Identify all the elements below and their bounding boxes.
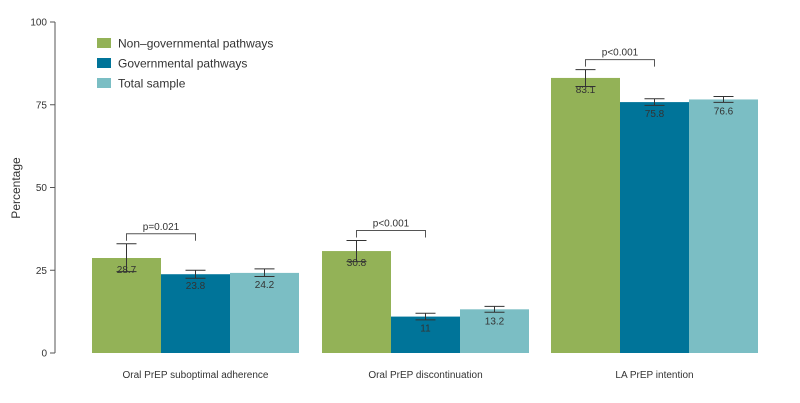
category-labels-group: Oral PrEP suboptimal adherence Oral PrEP … (122, 370, 693, 381)
y-tick-label: 50 (36, 183, 48, 194)
legend-swatch (97, 78, 111, 88)
bar-value-label: 76.6 (714, 106, 734, 117)
significance-bracket: p<0.001 (585, 48, 655, 67)
bar (92, 258, 161, 353)
bar-value-label: 30.8 (347, 258, 367, 269)
error-bar (644, 98, 665, 106)
value-labels-group: 28.7 30.8 83.1 23.8 11 75.8 24.2 13.2 76.6 (117, 85, 734, 335)
bar (230, 272, 299, 353)
category-label: LA PrEP intention (615, 370, 693, 381)
y-axis-label: Percentage (9, 157, 23, 219)
significance-bracket: p<0.001 (356, 218, 426, 238)
bar-value-label: 75.8 (645, 109, 665, 120)
bar (689, 99, 758, 353)
category-label: Oral PrEP discontinuation (368, 370, 482, 381)
bar-value-label: 13.2 (485, 316, 505, 327)
bar-value-label: 83.1 (576, 85, 596, 96)
significance-brackets-group: p=0.021 p<0.001 p<0.001 (126, 48, 655, 241)
y-axis-ticks: 0 25 50 75 100 (30, 18, 55, 360)
bar-value-label: 28.7 (117, 265, 137, 276)
bars-group (92, 77, 758, 354)
error-bar (116, 243, 137, 273)
bar (322, 251, 391, 353)
error-bar (484, 305, 505, 313)
error-bar (575, 69, 596, 88)
p-value-label: p<0.001 (373, 218, 410, 229)
p-value-label: p<0.001 (602, 48, 639, 59)
bar (161, 274, 230, 353)
y-tick-label: 25 (36, 266, 48, 277)
p-value-label: p=0.021 (143, 222, 180, 233)
bar (391, 316, 460, 353)
error-bar (713, 95, 734, 103)
y-tick-label: 75 (36, 100, 48, 111)
bar-value-label: 23.8 (186, 281, 206, 292)
legend-swatch (97, 38, 111, 48)
bar-value-label: 24.2 (255, 280, 275, 291)
legend: Non–governmental pathways Governmental pa… (97, 37, 273, 91)
bar-value-label: 11 (420, 324, 431, 335)
y-tick-label: 0 (41, 349, 47, 360)
legend-swatch (97, 58, 111, 68)
legend-item: Total sample (97, 77, 186, 91)
legend-item: Non–governmental pathways (97, 37, 273, 51)
error-bar (346, 239, 367, 263)
error-bar (254, 268, 275, 278)
error-bars-group (116, 69, 734, 321)
legend-label: Total sample (118, 77, 186, 91)
significance-bracket: p=0.021 (126, 222, 196, 241)
error-bar (185, 269, 206, 279)
legend-label: Governmental pathways (118, 57, 247, 71)
y-tick-label: 100 (30, 18, 47, 29)
bar (620, 102, 689, 354)
bar (551, 77, 620, 354)
error-bar (415, 312, 436, 321)
bar (460, 309, 529, 353)
legend-item: Governmental pathways (97, 57, 247, 71)
legend-label: Non–governmental pathways (118, 37, 273, 51)
category-label: Oral PrEP suboptimal adherence (122, 370, 268, 381)
